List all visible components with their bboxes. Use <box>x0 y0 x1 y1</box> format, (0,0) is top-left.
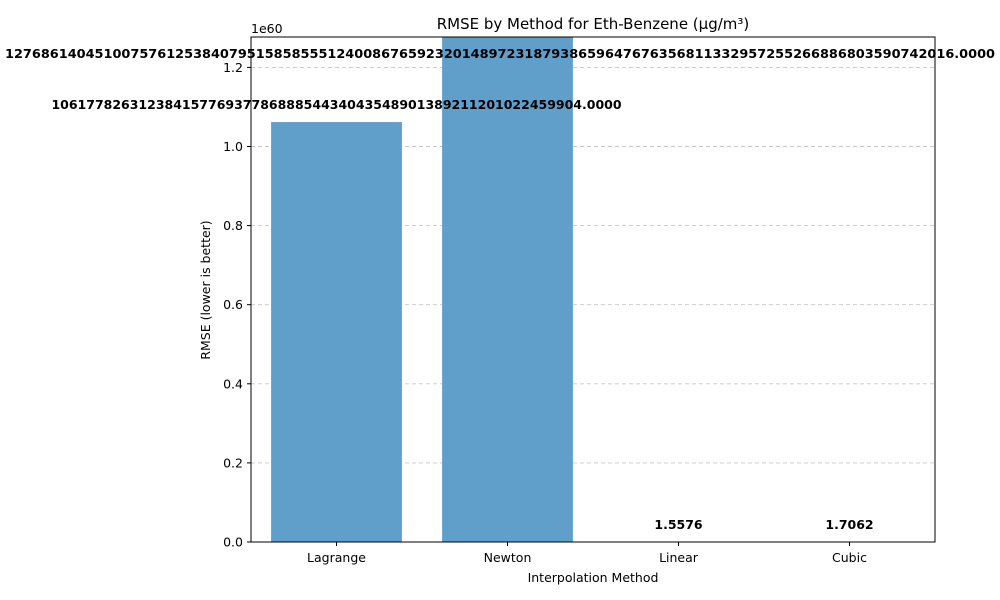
data-label-lagrange: 1061778263123841577693778688854434043548… <box>51 97 621 112</box>
x-tick-label: Newton <box>484 550 532 565</box>
data-labels: 1061778263123841577693778688854434043548… <box>5 46 995 532</box>
y-axis-scale-label: 1e60 <box>251 21 283 36</box>
data-label-newton: 1276861404510075761253840795158585551240… <box>5 46 995 61</box>
y-tick-label: 1.2 <box>223 60 243 75</box>
bar-newton <box>442 37 573 542</box>
y-tick-label: 1.0 <box>223 139 243 154</box>
y-axis-ticks: 0.0 0.2 0.4 0.6 0.8 1.0 1.2 <box>223 60 251 550</box>
y-tick-label: 0.4 <box>223 376 243 391</box>
bar-lagrange <box>271 122 402 542</box>
y-tick-label: 0.6 <box>223 297 243 312</box>
x-tick-label: Cubic <box>832 550 867 565</box>
y-axis-label: RMSE (lower is better) <box>198 220 213 359</box>
data-label-cubic: 1.7062 <box>825 517 873 532</box>
plot-frame <box>250 36 936 543</box>
bars <box>271 37 573 542</box>
x-axis-ticks: Lagrange Newton Linear Cubic <box>307 542 867 565</box>
y-tick-label: 0.8 <box>223 218 243 233</box>
data-label-linear: 1.5576 <box>654 517 703 532</box>
chart-title: RMSE by Method for Eth-Benzene (µg/m³) <box>437 15 750 33</box>
x-tick-label: Lagrange <box>307 550 366 565</box>
x-tick-label: Linear <box>659 550 699 565</box>
y-tick-label: 0.2 <box>223 455 243 470</box>
y-tick-label: 0.0 <box>223 535 243 550</box>
x-axis-label: Interpolation Method <box>528 570 659 585</box>
